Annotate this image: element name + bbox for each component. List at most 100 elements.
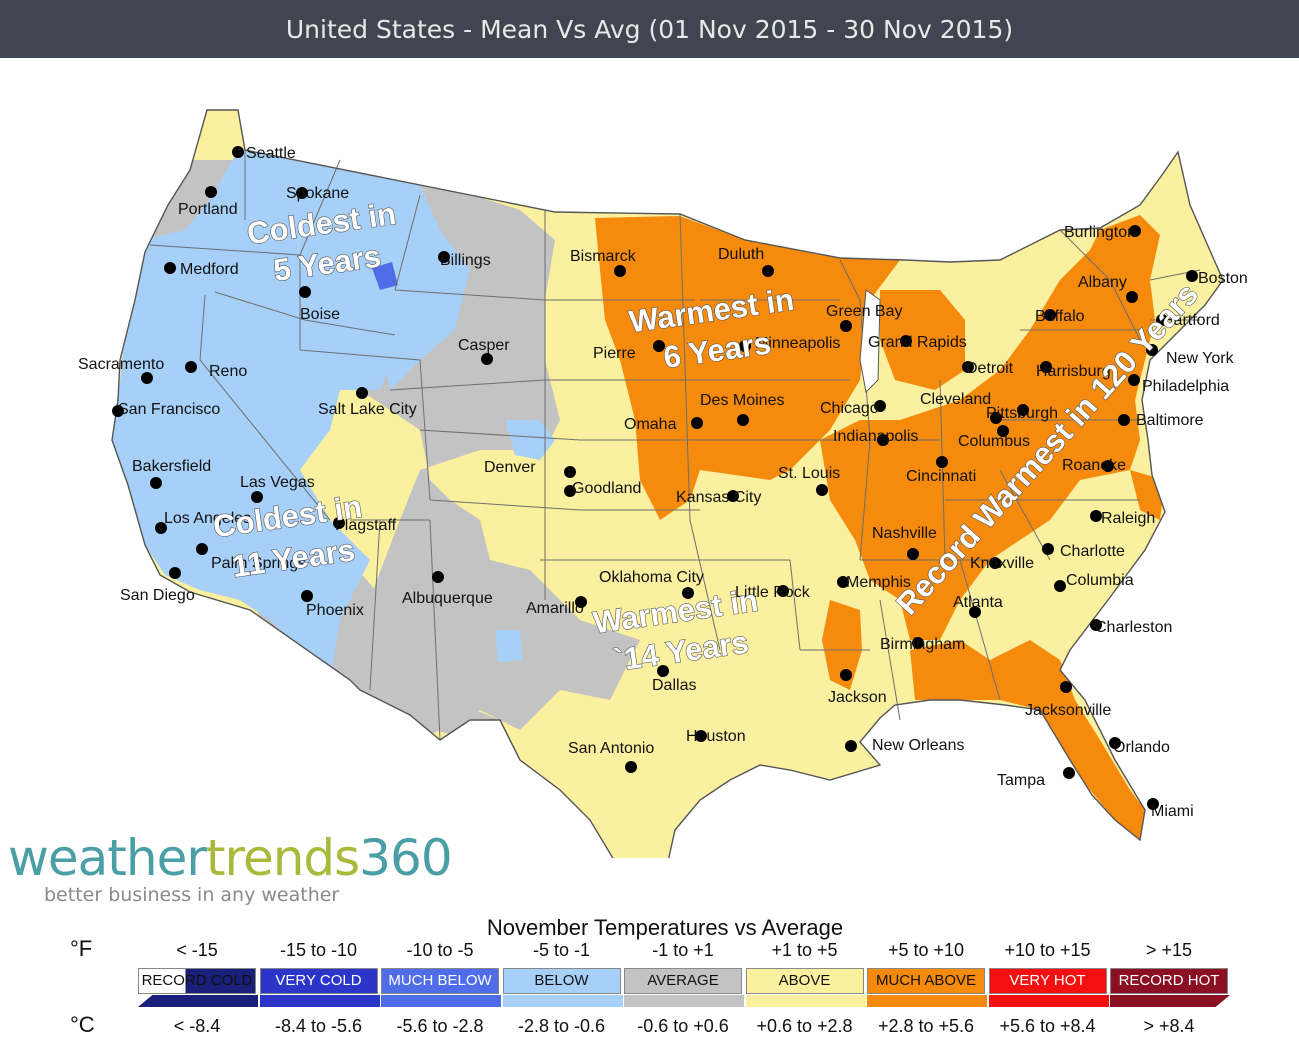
city-dot [907, 548, 919, 560]
region-much-below-montana [372, 262, 398, 290]
city-amarillo: Amarillo [526, 596, 587, 617]
legend-color-bar [1110, 995, 1230, 1007]
city-label: Los Angeles [164, 510, 251, 527]
city-dot [356, 387, 368, 399]
city-label: Boston [1198, 270, 1248, 287]
city-label: Little Rock [735, 584, 811, 601]
city-label: Green Bay [826, 303, 902, 320]
city-new-orleans: New Orleans [845, 737, 964, 754]
city-label: Houston [686, 728, 746, 745]
legend-range-c: -8.4 to -5.6 [274, 1016, 363, 1036]
city-columbus: Columbus [958, 425, 1030, 450]
city-label: New Orleans [872, 737, 964, 754]
weathertrends360-logo: weathertrends360 better business in any … [8, 829, 453, 906]
city-charlotte: Charlotte [1042, 543, 1125, 560]
city-hartford: Hartford [1156, 312, 1220, 329]
region-below-nm [495, 630, 522, 662]
city-reno: Reno [185, 361, 247, 380]
city-dot [438, 251, 450, 263]
legend-title: November Temperatures vs Average [486, 915, 844, 940]
city-goodland: Goodland [564, 480, 641, 497]
city-jackson: Jackson [828, 669, 887, 706]
city-grand-rapids: Grand Rapids [868, 334, 967, 351]
city-pittsburgh: Pittsburgh [986, 404, 1058, 422]
city-dot [481, 353, 493, 365]
city-tampa: Tampa [997, 767, 1075, 789]
city-dot [185, 361, 197, 373]
city-chicago: Chicago [820, 400, 886, 417]
legend-range-f: +10 to +15 [1004, 940, 1091, 960]
city-dot [1017, 404, 1029, 416]
city-label: Miami [1151, 803, 1194, 820]
city-nashville: Nashville [872, 525, 937, 560]
city-palm-springs: Palm Springs [196, 543, 306, 572]
legend-swatch-record-cold: RECORD COLD [138, 968, 256, 994]
city-indianapolis: Indianapolis [833, 428, 918, 446]
legend-swatch-much-below: MUCH BELOW [381, 968, 499, 994]
city-little-rock: Little Rock [735, 584, 811, 601]
city-label: Cleveland [920, 391, 991, 408]
city-label: San Antonio [568, 740, 654, 757]
city-label: Goodland [572, 480, 641, 497]
legend-range-c: < -8.4 [173, 1016, 221, 1036]
us-temperature-map: Seattle Spokane Portland Medford Boise Billin… [78, 109, 1248, 858]
legend-color-bar [745, 995, 866, 1007]
city-label: Des Moines [700, 392, 784, 409]
city-dot [1063, 767, 1075, 779]
city-label: Spokane [286, 185, 349, 202]
city-san-diego: San Diego [120, 567, 195, 604]
legend-swatch-much-above: MUCH ABOVE [867, 968, 985, 994]
city-kansas-city: Kansas City [676, 489, 761, 506]
city-dot [155, 522, 167, 534]
title-bar: United States - Mean Vs Avg (01 Nov 2015… [0, 0, 1299, 58]
legend-range-c: -5.6 to -2.8 [396, 1016, 484, 1036]
legend-color-bar [988, 995, 1109, 1007]
state-borders [149, 150, 1201, 741]
legend-color-bar [381, 995, 501, 1007]
city-label: Medford [180, 261, 239, 278]
city-roanoke: Roanoke [1062, 457, 1126, 474]
city-label: Baltimore [1136, 412, 1204, 429]
city-label: Duluth [718, 246, 764, 263]
city-buffalo: Buffalo [1035, 308, 1085, 325]
city-harrisburg: Harrisburg [1036, 361, 1111, 380]
city-philadelphia: Philadelphia [1128, 374, 1229, 395]
legend-swatch-above: ABOVE [745, 968, 864, 994]
legend-range-f: -10 to -5 [406, 940, 474, 960]
city-dot [625, 761, 637, 773]
city-label: Columbus [958, 433, 1030, 450]
legend-range-c: +0.6 to +2.8 [756, 1016, 853, 1036]
legend-range-f: +5 to +10 [887, 940, 965, 960]
city-san-antonio: San Antonio [568, 740, 654, 773]
legend-range-f: > +15 [1145, 940, 1193, 960]
city-columbia: Columbia [1054, 572, 1134, 592]
city-label: Billings [440, 252, 491, 269]
city-label: Raleigh [1101, 510, 1155, 527]
city-label: Sacramento [78, 356, 164, 373]
map-title: United States - Mean Vs Avg (01 Nov 2015… [285, 14, 1014, 44]
city-label: Buffalo [1035, 308, 1085, 325]
city-dot [1126, 291, 1138, 303]
city-dot [845, 740, 857, 752]
city-dot [1090, 510, 1102, 522]
city-dot [1146, 344, 1158, 356]
legend-range-c: +2.8 to +5.6 [877, 1016, 975, 1036]
city-raleigh: Raleigh [1090, 510, 1155, 527]
city-label: Casper [458, 337, 510, 354]
city-dot [1156, 314, 1168, 326]
city-label: Pittsburgh [986, 405, 1058, 422]
city-charleston: Charleston [1090, 619, 1172, 636]
city-dot [936, 456, 948, 468]
city-billings: Billings [438, 251, 491, 269]
legend-range-c: -2.8 to -0.6 [517, 1016, 606, 1036]
city-cincinnati: Cincinnati [906, 456, 976, 485]
legend-swatch-average: AVERAGE [624, 968, 742, 994]
city-pierre: Pierre [593, 340, 665, 362]
city-label: Knoxville [970, 555, 1034, 572]
city-label: Bismarck [570, 248, 637, 265]
city-label: New York [1166, 350, 1235, 367]
city-houston: Houston [686, 728, 746, 745]
city-dot [816, 484, 828, 496]
region-below-idaho-montana [330, 160, 470, 390]
brand-name-part-trends: trends [205, 829, 360, 887]
